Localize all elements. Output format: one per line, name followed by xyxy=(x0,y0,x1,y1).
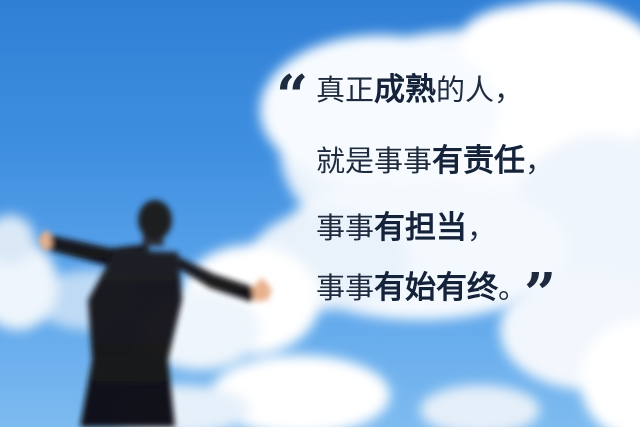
quote-line-2: 就是事事有责任， xyxy=(316,143,554,179)
quote-line-2-text-c: ， xyxy=(525,144,555,178)
quote-line-2-emphasis: 有责任 xyxy=(432,143,526,179)
quote-line-1-text-a: 真正 xyxy=(316,73,375,107)
quote-line-3-text-a: 事事 xyxy=(316,211,375,245)
quote-line-4-text-c: 。 xyxy=(498,271,528,305)
cloud-bottom-right xyxy=(420,270,640,427)
quote-line-4-text-a: 事事 xyxy=(316,271,375,305)
quote-line-1: 真正成熟的人， xyxy=(316,72,523,108)
quote-line-2-text-a: 就是事事 xyxy=(316,144,433,178)
man-figure xyxy=(38,200,272,427)
quote-line-3-emphasis: 有担当 xyxy=(374,210,468,246)
quote-line-1-text-c: 的人， xyxy=(436,73,524,107)
quote-line-3-text-c: ， xyxy=(467,211,497,245)
quote-line-4-emphasis: 有始有终 xyxy=(374,270,499,306)
open-quote-mark: “ xyxy=(276,63,309,129)
quote-line-4: 事事有始有终。 xyxy=(316,270,527,306)
quote-line-3: 事事有担当， xyxy=(316,210,496,246)
close-quote-mark: ” xyxy=(524,261,557,327)
quote-line-1-emphasis: 成熟 xyxy=(374,72,437,108)
cloud-right xyxy=(250,0,640,325)
cloud-left xyxy=(0,215,58,330)
